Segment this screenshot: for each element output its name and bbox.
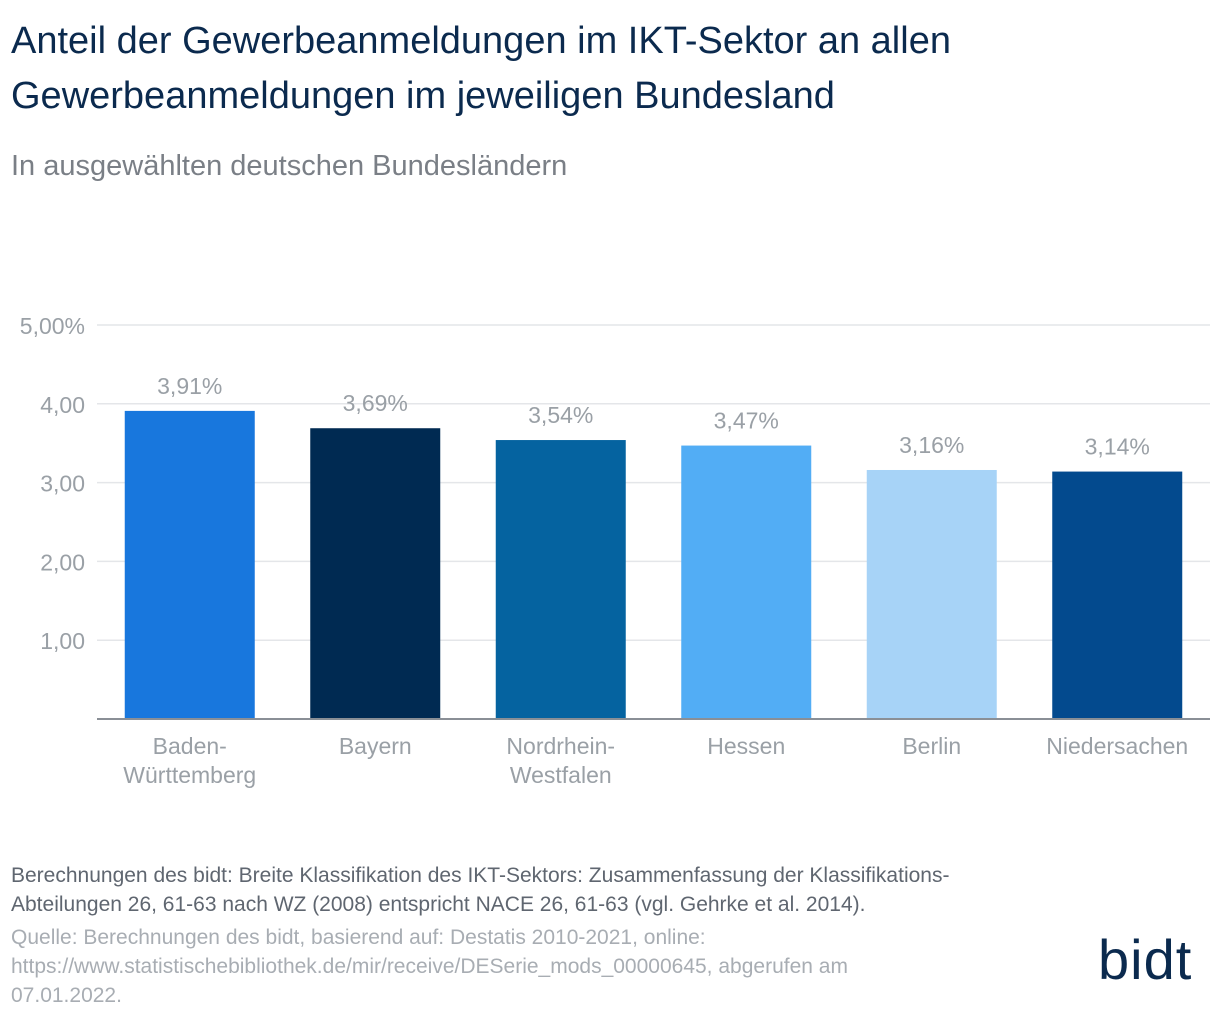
y-tick-label-2: 2,00 xyxy=(40,549,85,575)
bidt-logo: bidt xyxy=(1098,928,1193,991)
x-tick-label-1: Baden- Württemberg xyxy=(123,733,256,788)
data-label-5: 3,16% xyxy=(899,432,964,458)
chart-title-line-1: Anteil der Gewerbeanmeldungen im IKT-Sek… xyxy=(11,20,951,62)
x-tick-label-3-line-1: Nordrhein- xyxy=(506,733,615,759)
bar-1 xyxy=(124,410,255,719)
bar-2 xyxy=(310,428,441,719)
y-tick-label-5: 5,00% xyxy=(20,313,85,339)
chart-title-line-2: Gewerbeanmeldungen im jeweiligen Bundesl… xyxy=(11,75,835,117)
x-tick-label-1-line-2: Württemberg xyxy=(123,762,256,788)
data-label-2: 3,69% xyxy=(343,390,408,416)
y-tick-label-4: 4,00 xyxy=(40,392,85,418)
source-note-line-1: Quelle: Berechnungen des bidt, basierend… xyxy=(11,926,706,949)
source-note: Quelle: Berechnungen des bidt, basierend… xyxy=(11,923,1081,1010)
y-tick-label-1: 1,00 xyxy=(40,628,85,654)
source-note-line-2: https://www.statistischebibliothek.de/mi… xyxy=(11,955,848,978)
chart-title: Anteil der Gewerbeanmeldungen im IKT-Sek… xyxy=(11,14,1201,124)
bar-3 xyxy=(495,440,626,719)
methodology-note: Berechnungen des bidt: Breite Klassifika… xyxy=(11,861,1161,919)
data-label-1: 3,91% xyxy=(157,373,222,399)
data-label-3: 3,54% xyxy=(528,402,593,428)
source-note-line-3: 07.01.2022. xyxy=(11,984,122,1007)
bar-chart: 1,00 2,00 3,00 4,00 5,00% 3,91% Baden- Württemb… xyxy=(20,313,1210,788)
x-tick-label-3-line-2: Westfalen xyxy=(510,762,612,788)
methodology-note-line-1: Berechnungen des bidt: Breite Klassifika… xyxy=(11,864,950,887)
x-tick-label-1-line-1: Baden- xyxy=(153,733,227,759)
y-tick-label-3: 3,00 xyxy=(40,471,85,497)
x-tick-label-4-line-1: Hessen xyxy=(707,733,785,759)
x-tick-label-5-line-1: Berlin xyxy=(902,733,961,759)
x-tick-label-4: Hessen xyxy=(707,733,785,759)
data-label-6: 3,14% xyxy=(1085,434,1150,460)
methodology-note-line-2: Abteilungen 26, 61-63 nach WZ (2008) ent… xyxy=(11,893,866,916)
bar-6 xyxy=(1052,471,1183,719)
chart-subtitle: In ausgewählten deutschen Bundesländern xyxy=(11,150,568,182)
bar-5 xyxy=(866,469,997,719)
bar-4 xyxy=(681,445,812,719)
data-label-4: 3,47% xyxy=(714,408,779,434)
x-tick-label-5: Berlin xyxy=(902,733,961,759)
x-tick-label-3: Nordrhein- Westfalen xyxy=(506,733,615,788)
x-tick-label-6-line-1: Niedersachen xyxy=(1046,733,1188,759)
x-tick-label-2-line-1: Bayern xyxy=(339,733,412,759)
x-tick-label-6: Niedersachen xyxy=(1046,733,1188,759)
x-tick-label-2: Bayern xyxy=(339,733,412,759)
